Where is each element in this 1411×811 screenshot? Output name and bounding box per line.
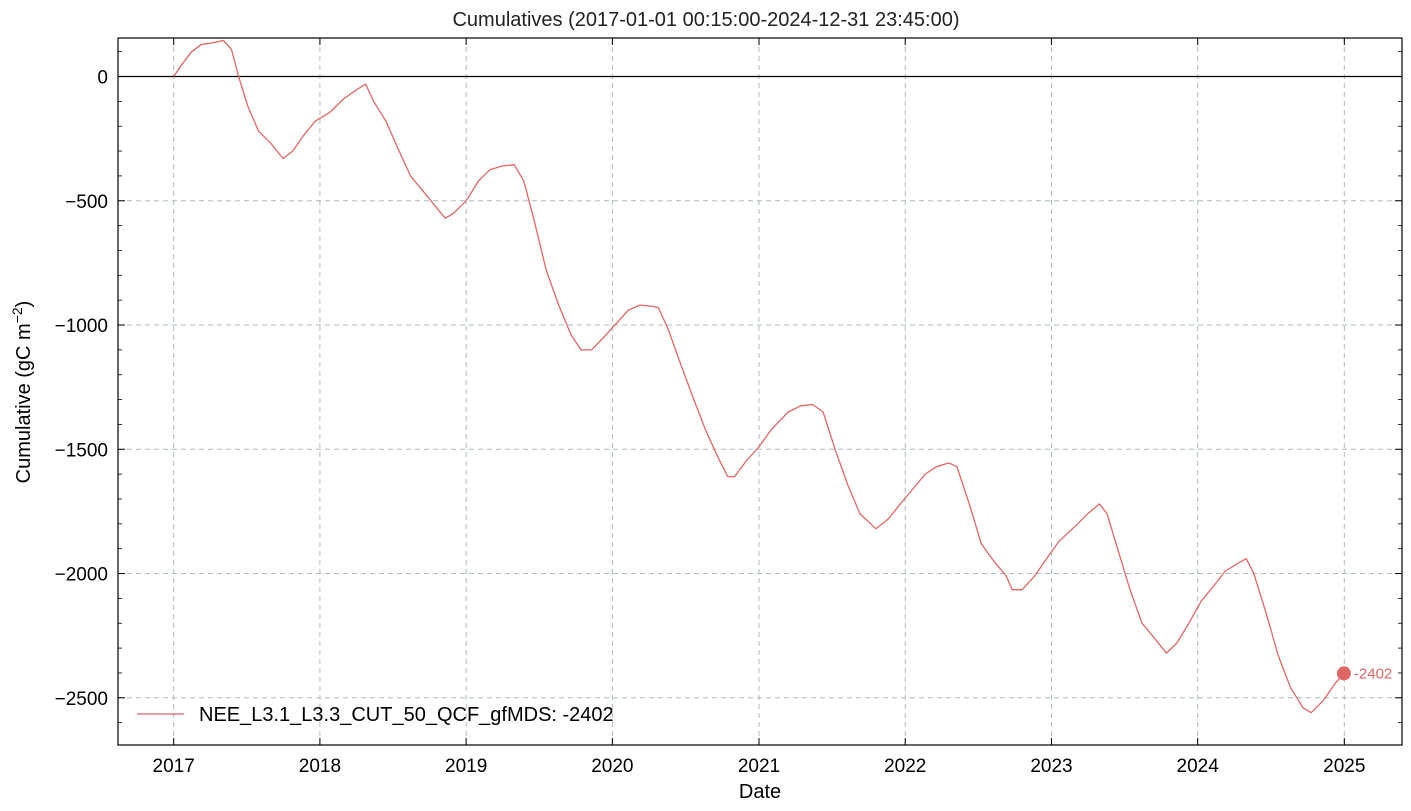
y-tick-label: −2000	[55, 565, 108, 586]
x-tick-labels: 2017 2018 2019 2020 2021 2022 2023 2024 2025	[153, 756, 1366, 777]
grid-layer	[118, 38, 1402, 745]
y-axis-label-main: Cumulative (gC m	[13, 323, 35, 483]
y-tick-label: −500	[65, 192, 108, 213]
y-tick-labels: 0 −500 −1000 −1500 −2000 −2500	[55, 68, 108, 710]
y-axis-label: Cumulative (gC m−2)	[9, 301, 35, 484]
x-tick-label: 2025	[1323, 756, 1365, 777]
end-point-label: -2402	[1354, 665, 1392, 682]
end-point-marker	[1336, 666, 1351, 681]
chart-title: Cumulatives (2017-01-01 00:15:00-2024-12…	[452, 9, 959, 31]
y-tick-label: −1500	[55, 440, 108, 461]
y-axis-label-suffix: )	[13, 301, 35, 308]
y-tick-label: 0	[97, 68, 108, 89]
y-tick-label: −2500	[55, 689, 108, 710]
legend-label: NEE_L3.1_L3.3_CUT_50_QCF_gfMDS: -2402	[199, 704, 614, 726]
x-tick-label: 2024	[1177, 756, 1220, 777]
series-layer	[173, 39, 1345, 714]
y-axis-label-superscript: −2	[9, 307, 25, 323]
x-tick-label: 2019	[445, 756, 487, 777]
x-tick-label: 2018	[299, 756, 341, 777]
y-tick-label: −1000	[55, 316, 108, 337]
x-tick-label: 2022	[884, 756, 926, 777]
series-line	[173, 39, 1345, 714]
x-tick-label: 2023	[1030, 756, 1072, 777]
legend: NEE_L3.1_L3.3_CUT_50_QCF_gfMDS: -2402	[137, 704, 614, 726]
x-tick-label: 2020	[591, 756, 633, 777]
plot-area-frame	[117, 37, 1403, 746]
x-tick-label: 2017	[153, 756, 195, 777]
axis-ticks	[118, 38, 1402, 745]
end-marker-layer: -2402	[1336, 665, 1392, 682]
x-axis-label: Date	[739, 781, 781, 803]
x-tick-label: 2021	[738, 756, 780, 777]
